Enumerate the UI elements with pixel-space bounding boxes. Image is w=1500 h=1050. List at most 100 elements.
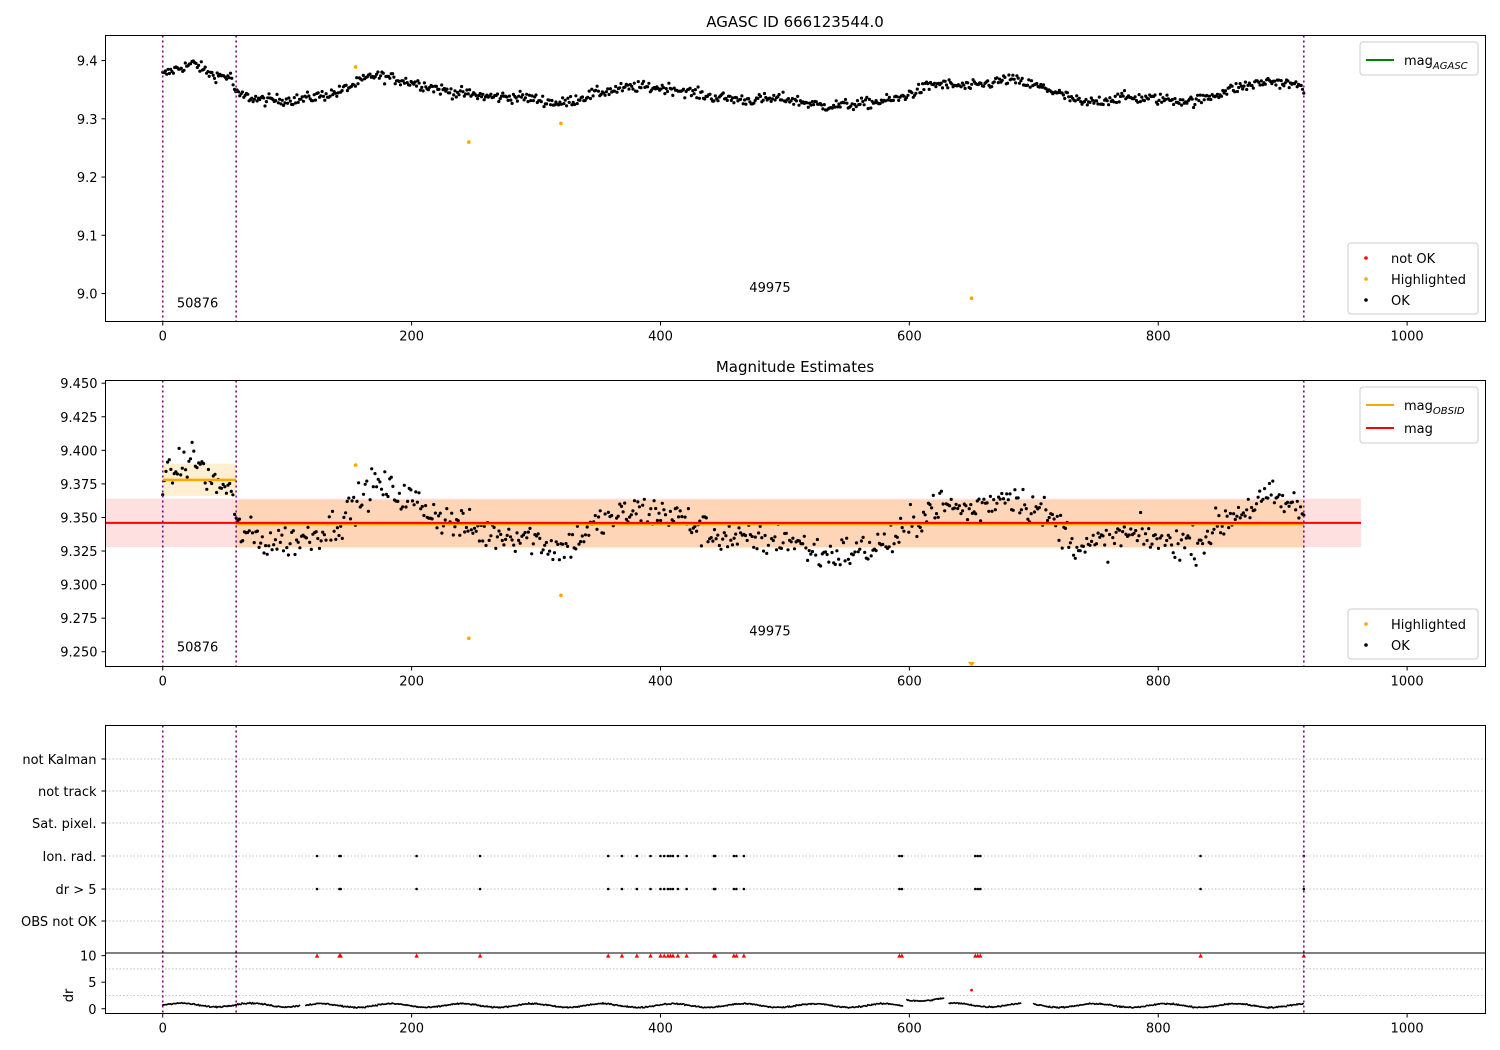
ok-point — [843, 97, 848, 102]
ok-point — [601, 531, 606, 535]
flag-event-point — [671, 854, 675, 858]
ok-point — [631, 87, 635, 91]
ok-point — [1239, 84, 1243, 88]
ok-point — [305, 90, 310, 94]
y-tick-label: 9.325 — [60, 545, 97, 560]
x-tick-label: 800 — [1146, 330, 1171, 345]
ok-point — [445, 507, 449, 511]
x-tick-label: 800 — [1146, 1022, 1171, 1037]
ok-point — [1287, 504, 1291, 508]
ok-point — [267, 544, 271, 548]
ok-point — [304, 95, 308, 99]
ok-point — [530, 94, 534, 98]
flag-event-point — [478, 854, 482, 858]
dr-clipped-marker — [899, 953, 905, 958]
ok-point — [619, 81, 623, 86]
ok-point — [862, 103, 866, 107]
ok-point — [1194, 97, 1198, 101]
ok-point — [1233, 90, 1237, 94]
ok-point — [440, 83, 444, 87]
ok-point — [995, 76, 999, 80]
ok-point — [869, 106, 873, 110]
ok-point — [878, 101, 882, 106]
ok-point — [330, 509, 335, 513]
x-tick-label: 600 — [897, 330, 922, 345]
ok-point — [501, 91, 505, 95]
ok-point — [223, 485, 227, 489]
x-tick-label: 200 — [399, 330, 424, 345]
ok-point — [1232, 512, 1236, 516]
ok-point — [939, 81, 943, 85]
ok-point — [229, 489, 233, 493]
ok-point — [1253, 508, 1257, 512]
ok-point — [697, 96, 702, 100]
ok-point — [1021, 487, 1025, 492]
ok-point — [417, 81, 421, 85]
ok-point — [295, 93, 299, 97]
flag-row-label: not track — [38, 785, 97, 800]
ok-point — [481, 539, 485, 543]
ok-point — [618, 86, 622, 90]
ok-point — [280, 533, 284, 537]
ok-point — [333, 91, 337, 95]
ok-point — [1138, 100, 1142, 104]
ok-point — [594, 88, 598, 92]
dr-point — [901, 1005, 904, 1007]
ok-point — [722, 531, 726, 535]
ok-point — [892, 542, 896, 546]
ok-point — [203, 481, 207, 485]
obs-label: 50876 — [177, 297, 218, 312]
ok-point — [539, 551, 544, 555]
ok-point — [541, 548, 545, 552]
ok-point — [356, 82, 360, 86]
ok-point — [366, 509, 370, 513]
ok-point — [941, 502, 945, 506]
ok-point — [360, 78, 364, 82]
ok-point — [1098, 535, 1102, 539]
ok-point — [309, 547, 313, 552]
ok-point — [396, 499, 400, 503]
ok-point — [167, 71, 171, 76]
ok-point — [988, 494, 993, 498]
ok-point — [1073, 99, 1077, 103]
ok-point — [1281, 493, 1285, 498]
ok-point — [1171, 551, 1175, 555]
ok-point — [251, 100, 255, 104]
ok-point — [517, 538, 521, 543]
ok-point — [554, 540, 558, 544]
ok-point — [329, 88, 333, 92]
ok-point — [286, 101, 290, 105]
ok-point — [543, 543, 547, 547]
legend-line-label: mag — [1404, 422, 1433, 437]
ok-point — [1015, 74, 1019, 78]
ok-point — [379, 487, 384, 491]
ok-point — [510, 538, 514, 542]
ok-point — [962, 83, 966, 87]
ok-point — [1184, 536, 1188, 540]
ok-point — [1039, 82, 1043, 87]
ok-point — [1179, 538, 1183, 542]
highlighted-point — [559, 121, 563, 126]
ok-point — [735, 96, 739, 100]
ok-point — [917, 82, 921, 86]
ok-point — [228, 71, 233, 75]
ok-point — [837, 557, 841, 561]
ok-point — [1227, 85, 1231, 90]
ok-point — [1156, 546, 1161, 551]
ok-point — [1119, 544, 1123, 548]
ok-point — [717, 543, 722, 548]
ok-point — [231, 83, 235, 87]
ok-point — [1170, 98, 1174, 102]
x-tick-label: 600 — [897, 1022, 922, 1037]
ok-point — [489, 92, 493, 96]
ok-point — [391, 484, 395, 488]
ok-point — [595, 84, 599, 88]
ok-point — [1158, 536, 1162, 540]
ok-point — [827, 560, 831, 564]
highlighted-point — [467, 636, 471, 641]
ok-point — [743, 533, 748, 538]
flag-event-point — [669, 854, 672, 858]
ok-point — [352, 495, 356, 499]
ok-point — [629, 513, 633, 517]
